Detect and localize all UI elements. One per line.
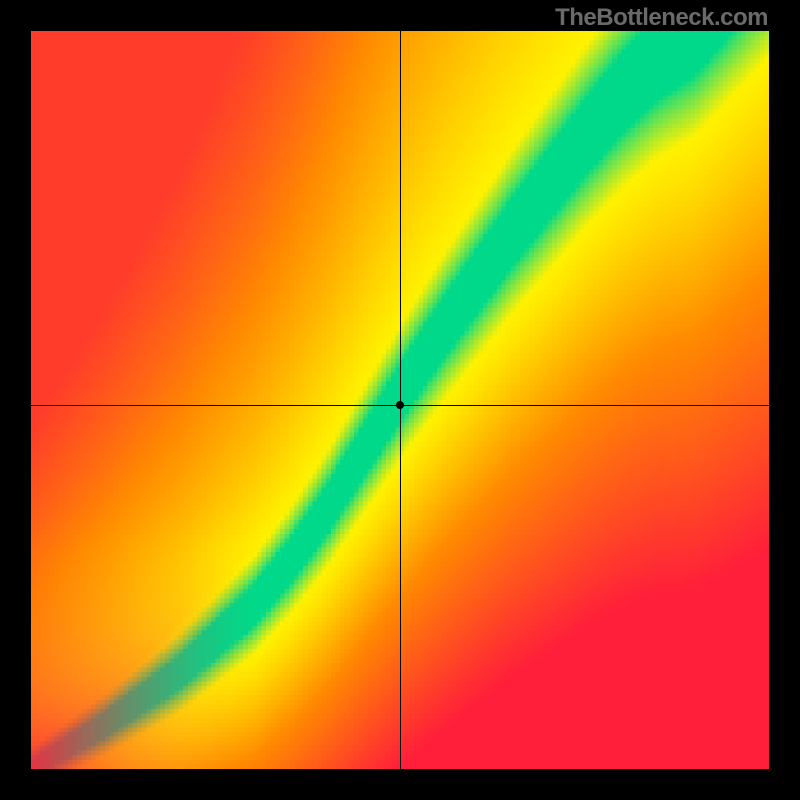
watermark: TheBottleneck.com xyxy=(555,4,768,32)
crosshair-marker xyxy=(396,401,404,409)
crosshair-vertical xyxy=(400,31,401,769)
